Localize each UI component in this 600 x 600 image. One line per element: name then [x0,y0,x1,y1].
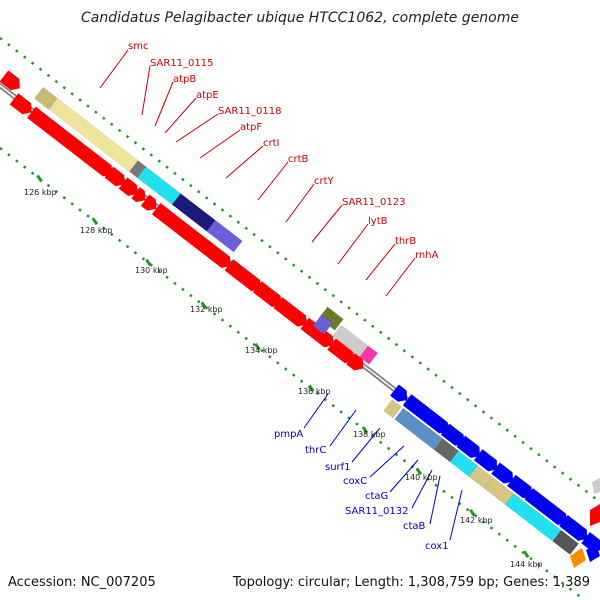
tick-label-134: 134 kbp [245,346,278,355]
leader-top-5 [199,129,241,159]
kbp-tick-6 [361,425,369,434]
leader-bottom-3 [369,445,405,478]
gene-label-atpf: atpF [240,122,262,133]
cds-fwd-3 [118,177,138,197]
kbp-tick-8 [469,508,476,517]
feature-lytb [318,306,344,331]
cds-fwd-4 [131,186,146,203]
kbp-tick-0 [36,174,43,183]
gene-label-sar11-0118: SAR11_0118 [218,106,282,117]
feature-sar11-0118 [206,219,243,253]
kbp-tick-5 [308,384,315,393]
cds-fwd-9 [224,258,261,292]
cds-fwd-12 [300,317,334,348]
gene-label-cox1: cox1 [425,541,449,552]
tick-label-130: 130 kbp [135,266,168,275]
inner-tick-ring [0,147,587,600]
feature-ctab-end [552,529,579,556]
tick-label-138: 138 kbp [353,430,386,439]
kbp-tick-4 [254,343,261,351]
leader-top-0 [99,49,129,89]
leader-top-1 [141,65,151,116]
cds-rev-5 [490,462,514,484]
gene-label-sar11-0123: SAR11_0123 [342,197,406,208]
gene-label-rnha: rnhA [415,250,439,261]
gene-labels-top: smc SAR11_0115 atpB atpE SAR11_0118 atpF… [128,41,439,261]
topology-label: Topology: circular; Length: 1,308,759 bp… [232,575,590,590]
gene-label-surf1: surf1 [325,462,351,473]
gene-labels-bottom: pmpA thrC surf1 coxC ctaG SAR11_0132 cta… [274,429,449,552]
kbp-tick-2 [145,258,152,267]
leader-top-11 [365,243,396,281]
tick-label-128: 128 kbp [80,226,113,235]
leader-bottom-0 [303,393,329,429]
leader-top-12 [385,257,416,297]
leader-top-8 [285,183,315,223]
feature-edge-grey [592,478,600,494]
gene-label-atpb: atpB [173,74,196,85]
cds-rev-4 [473,448,498,472]
feature-edge-orange [570,548,586,568]
tick-label-136: 136 kbp [298,387,331,396]
gene-label-crtb: crtB [288,154,309,165]
kbp-tick-1 [91,217,99,226]
leader-top-9 [311,204,343,243]
accession-label: Accession: NC_007205 [8,575,156,590]
gene-label-sar11-0115: SAR11_0115 [150,58,214,69]
kbp-tick-9 [522,550,530,559]
map-title: Candidatus Pelagibacter ubique HTCC1062,… [81,10,519,26]
kbp-tick-3 [200,301,208,310]
leader-top-6 [225,145,264,179]
leader-bottom-7 [449,489,463,541]
leader-bottom-1 [329,409,357,447]
feature-smc-cap [34,86,58,110]
feature-tracks [0,37,600,600]
gene-label-coxc: coxC [343,476,367,487]
leader-top-10 [337,223,369,265]
leader-bottom-4 [389,459,419,493]
outer-tick-ring [0,37,600,503]
gene-label-crty: crtY [314,176,335,187]
cds-fwd-8 [203,243,231,269]
feature-rnha-end [359,345,378,365]
leader-top-3 [164,97,197,134]
cds-fwd-5 [140,194,157,211]
tick-label-126: 126 kbp [24,188,57,197]
tick-label-132: 132 kbp [190,305,223,314]
gene-label-ctab: ctaB [403,521,426,532]
leader-top-2 [154,81,174,127]
kbp-tick-7 [415,467,422,476]
cds-rev-0 [389,384,408,402]
leader-bottom-6 [429,475,441,525]
cds-edge-blue [586,544,600,562]
gene-label-lytb: lytB [368,216,388,227]
cds-fwd-0 [9,93,32,115]
cds-fwd-2 [104,166,125,187]
leader-bottom-2 [351,427,381,463]
gene-label-smc: smc [128,41,148,52]
feature-pmpa [383,399,402,419]
tick-labels: 126 kbp 128 kbp 130 kbp 132 kbp 134 kbp … [24,188,543,569]
cds-edge-right [590,504,600,526]
cds-a [0,70,21,91]
gene-label-thrb: thrB [395,236,416,247]
gene-label-thrc: thrC [305,445,326,456]
cds-rev-8 [558,514,588,542]
leader-top-7 [257,161,289,201]
tick-label-144: 144 kbp [510,560,543,569]
tick-label-142: 142 kbp [460,516,493,525]
gene-label-pmpa: pmpA [274,429,303,440]
gene-label-atpe: atpE [196,90,219,101]
gene-label-ctag: ctaG [365,491,388,502]
leader-bottom-5 [411,469,433,509]
gene-label-sar11-0132: SAR11_0132 [345,506,409,517]
tick-label-140: 140 kbp [405,473,438,482]
leader-top-4 [175,113,219,143]
cds-fwd-11 [273,296,307,327]
gene-label-crti: crtI [263,138,279,149]
feature-thrb [312,314,333,335]
cds-rev-3 [456,435,481,459]
